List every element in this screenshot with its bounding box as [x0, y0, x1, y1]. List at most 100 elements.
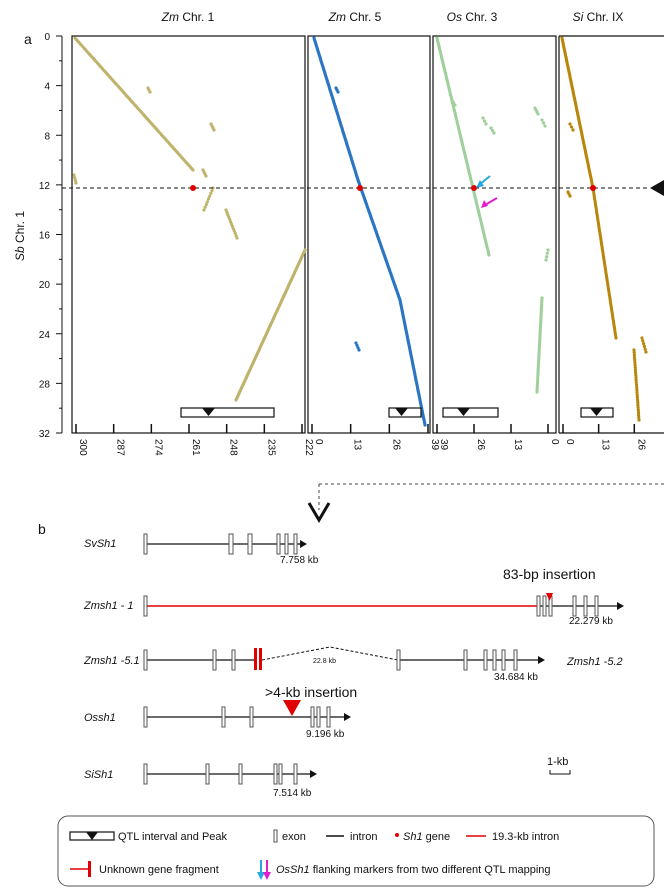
- dotplot-frames: [71, 35, 664, 434]
- gene-size: 22.279 kb: [569, 616, 613, 627]
- synteny-dot: [148, 90, 152, 94]
- synteny-dot: [212, 128, 216, 132]
- synteny-dot: [450, 98, 454, 102]
- synteny-dot: [643, 347, 647, 351]
- legend-sh1-label: Sh1 gene: [403, 831, 450, 843]
- insertion-label: 83-bp insertion: [503, 566, 596, 582]
- gene-sish1: SiSh1 7.514 kb: [84, 763, 317, 799]
- synteny-dot: [635, 385, 639, 390]
- sh1-dot-zm5: [357, 185, 363, 191]
- synteny-dot: [644, 350, 648, 354]
- synteny-dot: [481, 116, 485, 120]
- unknown-fragment: [254, 648, 257, 670]
- synteny-dot: [535, 390, 539, 394]
- x-tick-label: 287: [115, 439, 126, 456]
- synteny-dot: [632, 348, 636, 352]
- gene-size: 34.684 kb: [494, 672, 538, 683]
- qtl-peak-arrow: [650, 180, 664, 196]
- synteny-dot: [545, 255, 549, 259]
- synteny-dot: [636, 398, 640, 402]
- synteny-dot: [210, 189, 214, 193]
- y-tick-label: 12: [39, 181, 51, 192]
- synteny-dot: [545, 251, 549, 255]
- synteny-dot: [635, 395, 640, 400]
- synteny-dot: [636, 410, 641, 415]
- panel-3-frame: [432, 35, 557, 434]
- synteny-dot: [204, 202, 208, 207]
- synteny-dot: [209, 191, 213, 196]
- synteny-dot: [336, 90, 340, 94]
- x-tick-label: 26: [390, 439, 401, 451]
- sh1-dot-zm1: [190, 185, 196, 191]
- y-tick-label: 8: [44, 131, 50, 142]
- synteny-dot: [357, 348, 361, 352]
- gap-label: 22.8 kb: [313, 658, 336, 665]
- legend-intron-label: intron: [350, 831, 378, 843]
- synteny-dot: [451, 100, 456, 105]
- scale-bar-label: 1-kb: [547, 756, 568, 768]
- synteny-dot: [634, 383, 639, 387]
- synteny-dot: [568, 194, 572, 198]
- synteny-dot: [635, 393, 639, 397]
- panel-b-letter: b: [38, 521, 46, 537]
- panel-3-title: Os Chr. 3: [447, 10, 498, 24]
- x-tick-label: 26: [475, 439, 486, 451]
- legend-sh1-dot: [395, 833, 399, 837]
- synteny-dot: [72, 173, 76, 177]
- gene-zmsh1-1: Zmsh1 - 1 83-bp insertion 22.279 kb: [83, 566, 624, 627]
- cyan-marker-arrow: [476, 175, 491, 188]
- synteny-dot: [634, 380, 638, 385]
- synteny-dot: [204, 174, 208, 178]
- panel-2-title: Zm Chr. 5: [328, 10, 382, 24]
- gene-partner-label: Zmsh1 -5.2: [566, 656, 623, 668]
- synteny-dot: [228, 217, 232, 221]
- synteny-dot: [632, 353, 637, 357]
- synteny-dot: [633, 365, 637, 370]
- synteny-dot: [233, 231, 237, 235]
- synteny-dot: [541, 121, 546, 125]
- synteny-dot: [636, 403, 640, 407]
- synteny-dot: [546, 248, 550, 252]
- synteny-dot: [73, 178, 77, 182]
- qtl-peak-marker-2: [395, 408, 408, 416]
- synteny-dot: [544, 258, 548, 262]
- synteny-dot: [208, 194, 212, 198]
- synteny-dot: [536, 112, 540, 116]
- legend-qtl-label: QTL interval and Peak: [118, 831, 228, 843]
- synteny-dot: [632, 350, 636, 355]
- synteny-dot: [636, 405, 640, 410]
- qtl-peak-marker-3: [457, 408, 470, 416]
- qtl-peak-marker-4: [590, 408, 603, 416]
- x-tick-label: 13: [512, 439, 523, 451]
- qtl-interval-3: [442, 407, 499, 418]
- y-axis: 0 4 8 12 16 20 24 28 32 Sb Chr. 1: [13, 32, 63, 440]
- synteny-dot: [642, 342, 646, 346]
- synteny-dot: [633, 363, 637, 367]
- synteny-dot: [191, 168, 195, 172]
- x-tick-label: 248: [228, 439, 239, 456]
- synteny-dot: [641, 339, 645, 343]
- gene-label: Ossh1: [84, 712, 116, 724]
- insertion-label: >4-kb insertion: [265, 684, 357, 700]
- synteny-dot: [73, 176, 77, 180]
- synteny-dot: [355, 343, 359, 347]
- panel-a-letter: a: [24, 31, 32, 47]
- x-tick-label: 0: [549, 439, 560, 445]
- x-tick-label: 261: [190, 439, 201, 456]
- synteny-dot: [637, 413, 641, 417]
- synteny-dot: [642, 344, 647, 348]
- y-tick-label: 24: [39, 330, 51, 341]
- synteny-dot: [637, 415, 641, 420]
- synteny-dots: [72, 36, 648, 427]
- synteny-dot: [484, 122, 488, 126]
- synteny-dot: [543, 124, 547, 128]
- synteny-dot: [423, 423, 427, 427]
- panel-b-connector: [307, 483, 664, 523]
- y-tick-label: 0: [44, 32, 50, 43]
- x-tick-label: 274: [152, 439, 163, 456]
- synteny-dot: [487, 253, 491, 257]
- gene-zmsh1-5: Zmsh1 -5.1 22.8 kb 34.684 kb Zmsh1 -5.2: [83, 646, 623, 683]
- synteny-dot: [202, 208, 206, 212]
